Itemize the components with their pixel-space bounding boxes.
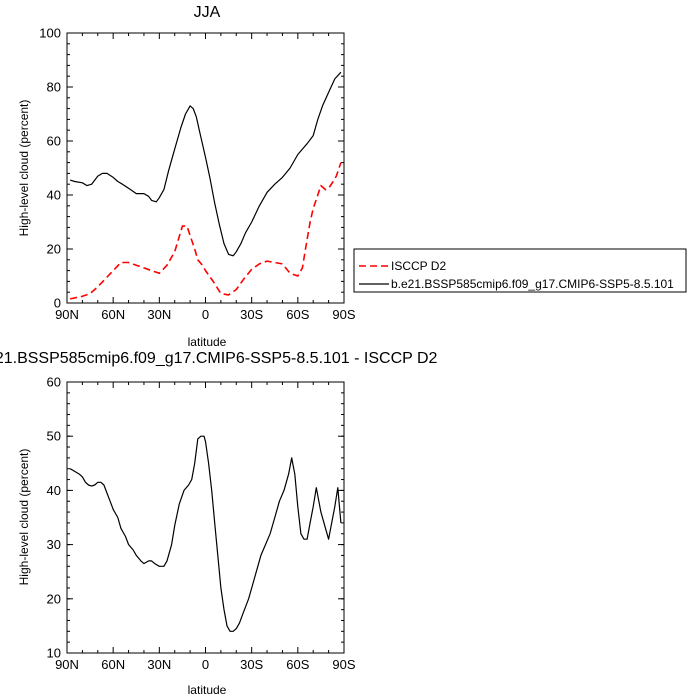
y-tick-label: 50: [47, 429, 61, 444]
top-plot-frame: [66, 32, 345, 304]
top-chart: JJA 90N 60N 30N 0 30S 60S 90S 0 20 40 60 80 100 lat…: [17, 4, 356, 349]
bottom-plot-frame: [66, 381, 345, 654]
bottom-x-axis-label: latitude: [188, 683, 227, 697]
top-x-axis-label: latitude: [188, 335, 227, 349]
x-tick-label: 60S: [286, 307, 309, 322]
legend: ISCCP D2 b.e21.BSSP585cmip6.f09_g17.CMIP…: [353, 248, 687, 293]
x-tick-label: 30N: [147, 657, 171, 672]
y-tick-label: 0: [54, 296, 61, 311]
x-tick-label: 30N: [147, 307, 171, 322]
x-tick-label: 30S: [240, 307, 263, 322]
x-tick-label: 90S: [332, 307, 355, 322]
y-tick-label: 30: [47, 537, 61, 552]
x-tick-label: 0: [202, 307, 209, 322]
x-tick-label: 90N: [55, 307, 79, 322]
y-tick-label: 60: [47, 134, 61, 149]
top-series: [69, 71, 342, 300]
series-line-isccp: [69, 162, 342, 300]
top-x-ticks: 90N 60N 30N 0 30S 60S 90S: [55, 33, 356, 322]
legend-label-model: b.e21.BSSP585cmip6.f09_g17.CMIP6-SSP5-8.…: [391, 277, 674, 291]
bottom-y-axis-label: High-level cloud (percent): [17, 449, 31, 586]
y-tick-label: 80: [47, 80, 61, 95]
x-tick-label: 60N: [101, 307, 125, 322]
bottom-chart: b.e21.BSSP585cmip6.f09_g17.CMIP6-SSP5-8.…: [0, 350, 438, 697]
x-tick-label: 90S: [332, 657, 355, 672]
x-tick-label: 90N: [55, 657, 79, 672]
series-line-model: [69, 435, 342, 632]
y-tick-label: 10: [47, 646, 61, 661]
top-chart-title: JJA: [194, 4, 221, 21]
series-line-model: [69, 71, 342, 257]
legend-box: [353, 248, 687, 293]
y-tick-label: 20: [47, 591, 61, 606]
bottom-series: [69, 435, 342, 632]
x-tick-label: 60N: [101, 657, 125, 672]
top-y-axis-label: High-level cloud (percent): [17, 100, 31, 237]
y-tick-label: 40: [47, 188, 61, 203]
y-tick-label: 20: [47, 242, 61, 257]
y-tick-label: 40: [47, 483, 61, 498]
bottom-x-ticks: 90N 60N 30N 0 30S 60S 90S: [55, 382, 356, 672]
top-y-ticks: 0 20 40 60 80 100: [39, 26, 344, 311]
bottom-chart-title: b.e21.BSSP585cmip6.f09_g17.CMIP6-SSP5-8.…: [0, 350, 438, 367]
x-tick-label: 30S: [240, 657, 263, 672]
x-tick-label: 60S: [286, 657, 309, 672]
y-tick-label: 100: [39, 26, 61, 41]
legend-label-isccp: ISCCP D2: [391, 259, 446, 273]
x-tick-label: 0: [202, 657, 209, 672]
bottom-y-ticks: 10 20 30 40 50 60: [47, 375, 344, 661]
y-tick-label: 60: [47, 375, 61, 390]
